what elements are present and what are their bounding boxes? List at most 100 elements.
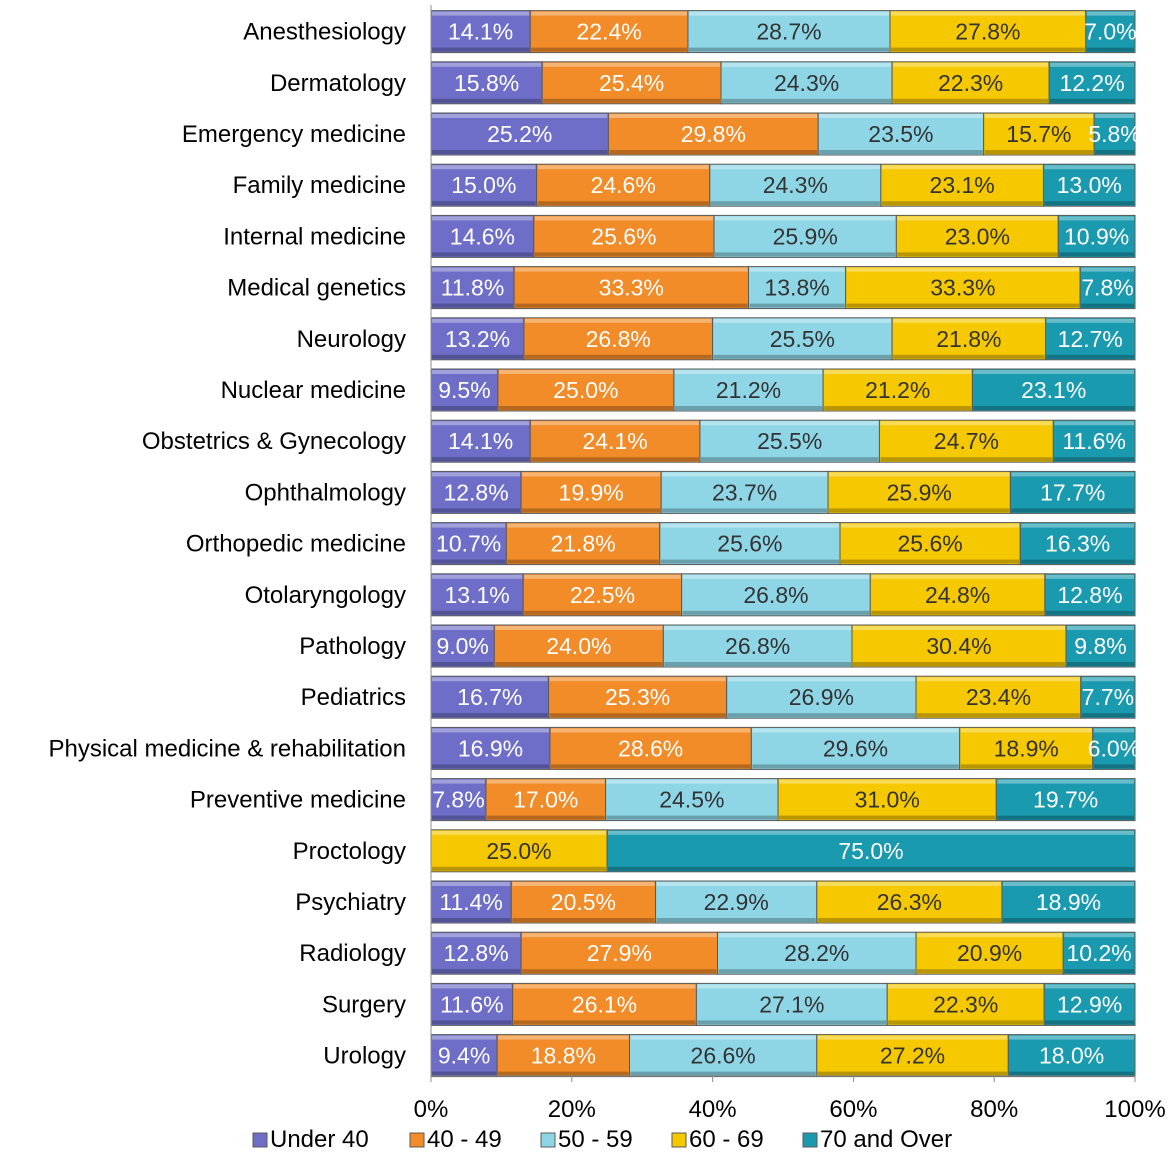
category-label-radiology: Radiology xyxy=(299,940,406,967)
bar-segment-nuclear-medicine-under-40 xyxy=(430,368,499,412)
bar-bevel-highlight xyxy=(713,318,892,323)
data-label-internal-medicine-60-69: 23.0% xyxy=(945,223,1010,249)
bar-bevel-shadow xyxy=(432,1071,497,1076)
bar-bevel-highlight xyxy=(432,165,536,170)
bar-segment-pathology-under-40 xyxy=(430,624,495,668)
bar-bevel-shadow xyxy=(432,610,523,615)
bar-bevel-shadow xyxy=(1081,713,1134,718)
bar-bevel-shadow xyxy=(432,815,485,820)
bar-segment-urology-under-40 xyxy=(430,1034,498,1078)
bar-bevel-shadow xyxy=(824,406,972,410)
data-label-obstetrics-and-gynecology-40-49: 24.1% xyxy=(582,428,647,454)
category-label-urology: Urology xyxy=(323,1043,406,1070)
bar-bevel-highlight xyxy=(1054,421,1134,426)
bar-bevel-highlight xyxy=(662,472,828,477)
bar-bevel-shadow xyxy=(609,150,818,154)
bar-segment-psychiatry-70-and-over xyxy=(1001,880,1136,924)
data-label-nuclear-medicine-40-49: 25.0% xyxy=(553,377,618,403)
bar-bevel-highlight xyxy=(817,882,1001,886)
data-label-urology-60-69: 27.2% xyxy=(880,1043,945,1069)
data-label-psychiatry-under-40: 11.4% xyxy=(439,889,503,915)
bar-bevel-shadow xyxy=(512,918,655,922)
bar-bevel-shadow xyxy=(606,815,778,820)
data-label-obstetrics-and-gynecology-under-40: 14.1% xyxy=(448,428,513,454)
data-label-psychiatry-40-49: 20.5% xyxy=(551,889,616,915)
bar-bevel-highlight xyxy=(897,216,1058,221)
bar-bevel-highlight xyxy=(432,1035,497,1040)
bar-bevel-highlight xyxy=(674,370,823,374)
bar-bevel-highlight xyxy=(522,933,717,938)
bar-bevel-shadow xyxy=(1095,150,1134,154)
data-label-physical-medicine-and-rehabilitation-70-and-over: 6.0% xyxy=(1088,735,1140,761)
bar-bevel-highlight xyxy=(432,523,506,528)
bar-bevel-highlight xyxy=(718,933,916,938)
bar-bevel-highlight xyxy=(524,318,712,323)
bar-bevel-shadow xyxy=(1045,1020,1134,1025)
bar-segment-ophthalmology-40-49 xyxy=(520,470,662,514)
data-label-dermatology-40-49: 25.4% xyxy=(599,70,664,96)
bar-bevel-shadow xyxy=(432,1020,512,1025)
bar-bevel-shadow xyxy=(841,559,1020,564)
data-label-dermatology-70-and-over: 12.2% xyxy=(1059,70,1124,96)
data-label-ophthalmology-60-69: 25.9% xyxy=(887,479,952,505)
category-label-ophthalmology: Ophthalmology xyxy=(245,479,406,506)
bar-bevel-highlight xyxy=(893,62,1049,67)
bar-bevel-highlight xyxy=(888,984,1044,989)
data-label-pathology-50-59: 26.8% xyxy=(725,633,790,659)
data-label-physical-medicine-and-rehabilitation-under-40: 16.9% xyxy=(458,735,523,761)
bar-bevel-highlight xyxy=(893,318,1045,323)
bar-bevel-shadow xyxy=(749,303,845,308)
bar-bevel-shadow xyxy=(1054,457,1134,462)
bar-bevel-shadow xyxy=(534,252,714,257)
data-label-radiology-40-49: 27.9% xyxy=(587,940,652,966)
bar-bevel-shadow xyxy=(432,662,494,666)
bar-segment-orthopedic-medicine-60-69 xyxy=(839,522,1021,566)
bar-bevel-shadow xyxy=(630,1071,816,1076)
data-label-orthopedic-medicine-40-49: 21.8% xyxy=(550,531,615,557)
data-label-psychiatry-70-and-over: 18.9% xyxy=(1036,889,1101,915)
bar-bevel-highlight xyxy=(752,728,959,733)
bar-segment-neurology-70-and-over xyxy=(1045,317,1136,361)
bar-segment-psychiatry-60-69 xyxy=(816,880,1003,924)
bar-segment-psychiatry-40-49 xyxy=(510,880,657,924)
bar-bevel-highlight xyxy=(432,421,530,426)
bar-bevel-highlight xyxy=(550,728,751,733)
bar-segment-anesthesiology-60-69 xyxy=(889,10,1087,54)
bar-bevel-highlight xyxy=(498,1035,629,1040)
bar-bevel-shadow xyxy=(817,918,1001,922)
bar-bevel-shadow xyxy=(432,201,536,206)
bar-bevel-shadow xyxy=(432,150,608,154)
bar-bevel-highlight xyxy=(722,62,892,67)
data-label-nuclear-medicine-60-69: 21.2% xyxy=(865,377,930,403)
bar-segment-nuclear-medicine-40-49 xyxy=(497,368,675,412)
data-label-family-medicine-50-59: 24.3% xyxy=(763,172,828,198)
bar-bevel-shadow xyxy=(432,969,521,974)
bar-bevel-highlight xyxy=(432,114,608,118)
bar-segment-neurology-60-69 xyxy=(891,317,1047,361)
bar-bevel-highlight xyxy=(432,882,511,886)
bar-bevel-highlight xyxy=(700,421,879,426)
bar-bevel-shadow xyxy=(1009,1071,1134,1076)
bar-bevel-shadow xyxy=(1046,354,1134,359)
data-label-family-medicine-under-40: 15.0% xyxy=(451,172,516,198)
x-tick-label: 60% xyxy=(829,1096,877,1123)
bar-bevel-highlight xyxy=(498,370,673,374)
data-label-medical-genetics-40-49: 33.3% xyxy=(599,275,664,301)
bar-bevel-shadow xyxy=(700,457,879,462)
data-label-neurology-under-40: 13.2% xyxy=(445,326,510,352)
bar-bevel-shadow xyxy=(817,1071,1008,1076)
bar-bevel-shadow xyxy=(507,559,659,564)
data-label-pathology-70-and-over: 9.8% xyxy=(1074,633,1126,659)
bar-bevel-highlight xyxy=(1002,882,1134,886)
bar-bevel-shadow xyxy=(973,406,1134,410)
bar-segment-anesthesiology-under-40 xyxy=(430,10,531,54)
data-label-otolaryngology-under-40: 13.1% xyxy=(445,582,510,608)
data-label-obstetrics-and-gynecology-50-59: 25.5% xyxy=(757,428,822,454)
bar-segment-pediatrics-70-and-over xyxy=(1080,675,1136,719)
bar-bevel-highlight xyxy=(432,933,521,938)
bar-bevel-shadow xyxy=(888,1020,1044,1025)
data-label-nuclear-medicine-50-59: 21.2% xyxy=(716,377,781,403)
bar-bevel-shadow xyxy=(1021,559,1134,564)
bar-segment-emergency-medicine-40-49 xyxy=(607,112,819,156)
bar-bevel-highlight xyxy=(609,114,818,118)
